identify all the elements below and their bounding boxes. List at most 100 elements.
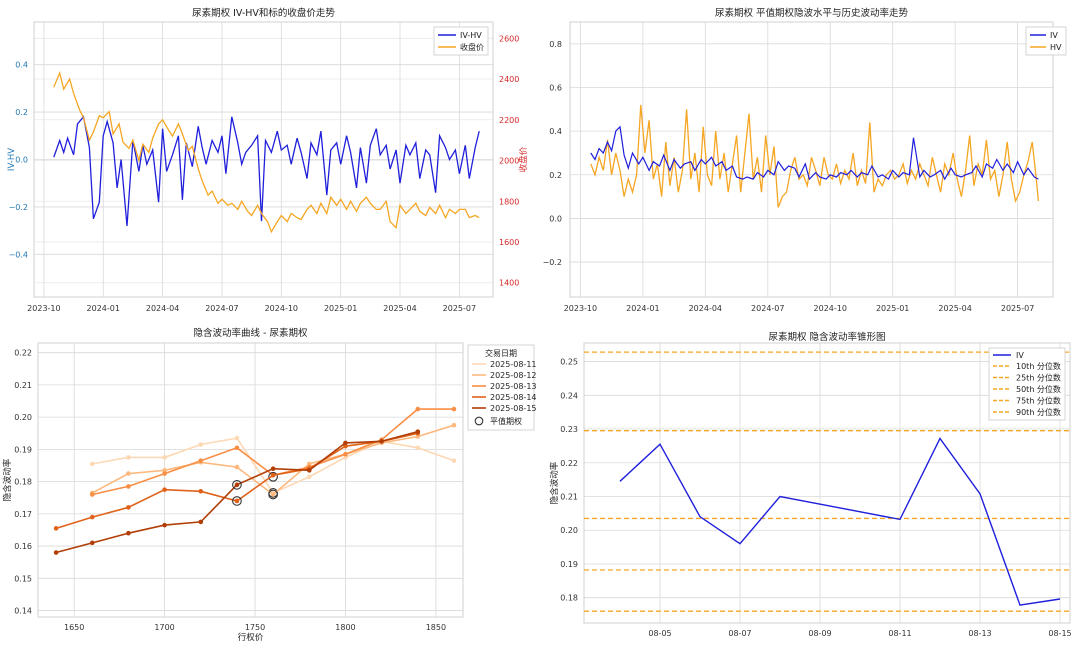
smile-point	[89, 492, 95, 497]
smile-point	[343, 443, 348, 449]
smile-point	[234, 498, 240, 504]
series-iv-hv-line	[53, 115, 480, 226]
panel-3-y-tick: 0.20	[14, 413, 32, 422]
smile-point	[343, 440, 348, 446]
legend-iv-label: IV	[1050, 31, 1058, 40]
panel-1: 尿素期权 IV-HV和标的收盘价走势 2023-10 2024-01 2024-04 2…	[7, 7, 529, 313]
panel-1-y-tick-right: 1600	[499, 238, 519, 247]
smile-point	[198, 519, 204, 525]
smile-point	[162, 455, 167, 460]
legend-percentile-label: 25th 分位数	[1016, 373, 1061, 383]
smile-point	[53, 550, 59, 555]
panel-2-x-tick: 2024-01	[626, 304, 659, 313]
legend-percentile-label: 75th 分位数	[1016, 396, 1061, 406]
smile-point	[415, 406, 421, 412]
panel-1-y-tick-left: 0.2	[15, 108, 28, 117]
panel-4-y-label: 隐含波动率	[549, 461, 560, 504]
smile-point	[126, 484, 131, 489]
smile-point	[53, 526, 59, 531]
series-close-line	[53, 70, 480, 234]
panel-2-title: 尿素期权 平值期权隐波水平与历史波动率走势	[715, 7, 909, 19]
smile-point	[234, 445, 240, 451]
smile-series-2025-08-13	[89, 406, 457, 497]
panel-1-x-tick: 2024-07	[205, 304, 238, 313]
smile-point	[234, 435, 240, 441]
panel-2-x-tick: 2024-10	[814, 304, 847, 313]
panel-2-y-tick: −0.2	[543, 258, 562, 267]
panel-1-y-tick-left: −0.4	[9, 250, 28, 259]
panel-1-y-tick-right: 2000	[499, 157, 519, 166]
legend-iv-hv-label: IV-HV	[460, 31, 482, 40]
panel-4-x-tick: 08-15	[1048, 629, 1071, 638]
panel-1-x-tick: 2024-01	[87, 304, 120, 313]
panel-3-title: 隐含波动率曲线 - 尿素期权	[194, 327, 308, 339]
panel-1-y-tick-right: 1800	[499, 197, 519, 206]
legend-cone-iv-label: IV	[1016, 351, 1024, 360]
smile-point	[198, 488, 204, 494]
atm-marker	[232, 479, 242, 490]
panel-4-x-tick: 08-09	[808, 629, 831, 638]
panel-4-y-tick: 0.19	[560, 560, 578, 569]
panel-3-y-tick: 0.14	[14, 607, 32, 616]
panel-4-y-tick: 0.20	[560, 526, 578, 535]
panel-3-legend-box	[467, 344, 535, 431]
smile-series-2025-08-15	[53, 429, 421, 555]
panel-3-x-tick: 1700	[154, 623, 174, 632]
panel-4-y-tick: 0.21	[560, 492, 578, 501]
smile-point	[270, 492, 276, 497]
panel-2-y-tick: 0.6	[549, 83, 562, 92]
panel-3-y-tick: 0.22	[14, 349, 32, 358]
panel-2-legend: IV HV	[1025, 26, 1067, 56]
cone-iv-line	[619, 437, 1061, 606]
smile-point	[126, 505, 131, 510]
panel-1-x-tick: 2025-04	[383, 304, 416, 313]
panel-3-y-tick: 0.19	[14, 445, 32, 454]
smile-series-2025-08-12	[89, 422, 457, 500]
panel-1-legend-box	[433, 26, 489, 56]
panel-3-legend: 交易日期 2025-08-11 2025-08-12 2025-08-13 2025-0…	[467, 344, 537, 431]
panel-3-x-tick: 1650	[64, 623, 84, 632]
panel-2-y-tick: 0.2	[549, 171, 562, 180]
smile-point	[162, 468, 167, 473]
panel-2-frame	[569, 21, 1054, 298]
panel-3-x-label: 行权价	[238, 632, 264, 643]
smile-point	[162, 522, 167, 528]
smile-point	[451, 406, 457, 412]
atm-marker	[232, 496, 242, 506]
panel-1-title: 尿素期权 IV-HV和标的收盘价走势	[192, 7, 335, 19]
panel-3-x-tick: 1750	[245, 623, 265, 632]
panel-3-legend-title: 交易日期	[485, 348, 517, 358]
smile-point	[306, 474, 312, 480]
smile-point	[198, 442, 204, 447]
legend-close-label: 收盘价	[460, 42, 484, 52]
panel-2-x-tick: 2023-10	[564, 304, 597, 313]
panel-1-x-tick: 2024-10	[265, 304, 298, 313]
legend-atm-label: 平值期权	[490, 416, 522, 426]
smile-line	[92, 437, 455, 494]
panel-3-x-tick: 1850	[426, 623, 446, 632]
panel-1-y-tick-right: 2400	[499, 75, 519, 84]
panel-2-x-tick: 2025-04	[938, 304, 971, 313]
panel-1-x-tick: 2024-04	[146, 304, 179, 313]
panel-4-y-tick: 0.25	[560, 358, 578, 367]
panel-3-y-tick: 0.18	[14, 478, 32, 487]
panel-2-legend-box	[1025, 26, 1067, 56]
panel-2-y-tick: 0.4	[549, 127, 562, 136]
smile-point	[415, 445, 421, 451]
smile-point	[126, 455, 131, 460]
panel-3-frame	[37, 342, 464, 618]
panel-4: 尿素期权 隐含波动率锥形图 08-05 08-07 08-09 08-11 08-13 08…	[549, 331, 1072, 638]
legend-date-label: 2025-08-15	[490, 404, 537, 413]
smile-point	[234, 482, 240, 488]
panel-4-x-tick: 08-11	[888, 629, 911, 638]
panel-1-x-tick: 2023-10	[27, 304, 60, 313]
panel-2-x-tick: 2025-01	[876, 304, 909, 313]
panel-4-x-tick: 08-05	[648, 629, 671, 638]
smile-point	[270, 466, 276, 472]
panel-1-y-tick-right: 2200	[499, 116, 519, 125]
atm-marker	[268, 471, 278, 482]
panel-1-y-label-right: 收盘价	[518, 146, 529, 172]
smile-point	[270, 472, 276, 478]
panel-2-x-tick: 2024-04	[689, 304, 722, 313]
